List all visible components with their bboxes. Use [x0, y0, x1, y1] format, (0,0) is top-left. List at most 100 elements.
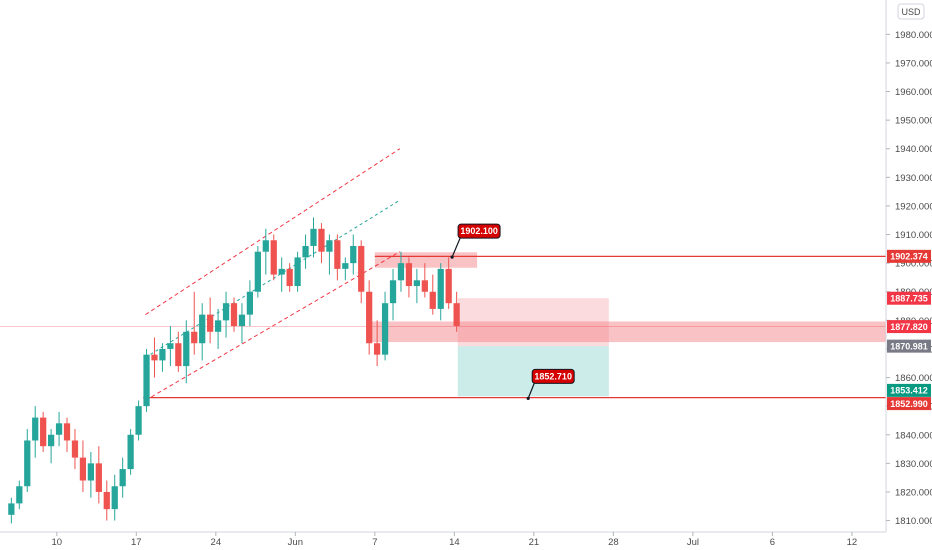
candle-body	[103, 491, 110, 510]
callout-1[interactable]: 1852.710	[526, 368, 575, 400]
candle-23[interactable]	[191, 291, 198, 355]
candle-39[interactable]	[318, 223, 325, 264]
price-tag-1[interactable]: 1852.990	[887, 397, 931, 411]
candle-body	[207, 314, 214, 332]
price-tag-label: 1853.412	[890, 386, 928, 396]
candle-body	[55, 423, 63, 435]
candle-22[interactable]	[183, 320, 190, 384]
candle-12[interactable]	[103, 480, 110, 521]
candle-56[interactable]	[453, 291, 460, 332]
zone-2[interactable]	[457, 298, 609, 347]
candle-36[interactable]	[294, 251, 301, 292]
candle-24[interactable]	[199, 303, 206, 361]
candle-29[interactable]	[238, 303, 246, 344]
y-tick-label: 1820.000	[895, 487, 932, 498]
candle-8[interactable]	[71, 429, 79, 470]
callout-0[interactable]: 1902.100	[450, 223, 501, 259]
candle-55[interactable]	[445, 257, 452, 309]
zone-1[interactable]	[369, 321, 887, 343]
callouts-layer: 1902.100 1852.710	[450, 223, 575, 400]
candle-body	[95, 463, 102, 492]
candle-50[interactable]	[405, 257, 413, 298]
candle-17[interactable]	[143, 348, 150, 412]
candle-40[interactable]	[326, 234, 333, 275]
candle-43[interactable]	[350, 234, 357, 275]
currency-badge[interactable]: USD	[897, 3, 925, 20]
candle-1[interactable]	[16, 480, 23, 510]
lines-layer	[0, 148, 886, 401]
candle-body	[16, 486, 23, 504]
zone-0[interactable]	[374, 252, 478, 268]
candle-11[interactable]	[95, 446, 102, 504]
candle-38[interactable]	[310, 217, 317, 258]
price-tag-3[interactable]: 1877.820	[887, 320, 931, 334]
candle-body	[278, 268, 285, 275]
candle-41[interactable]	[334, 234, 341, 281]
candle-35[interactable]	[286, 263, 293, 292]
candle-20[interactable]	[167, 326, 174, 367]
candle-body	[214, 320, 222, 332]
candle-body	[326, 240, 333, 252]
candle-4[interactable]	[40, 411, 47, 452]
candle-32[interactable]	[262, 228, 269, 275]
price-labels: 1902.374 1852.990 1887.735 1877.820 1870.981…	[887, 249, 931, 411]
candle-27[interactable]	[222, 291, 230, 338]
candle-5[interactable]	[47, 429, 55, 464]
y-tick-label: 1950.000	[895, 116, 932, 127]
candle-49[interactable]	[397, 251, 405, 292]
callout-label: 1902.100	[460, 226, 498, 236]
candle-52[interactable]	[421, 263, 428, 298]
candle-53[interactable]	[429, 274, 436, 315]
candle-body	[254, 251, 261, 292]
candle-body	[262, 240, 269, 252]
candle-13[interactable]	[111, 474, 118, 521]
candle-9[interactable]	[79, 440, 87, 492]
candle-3[interactable]	[32, 406, 39, 458]
candle-body	[222, 303, 230, 321]
currency-label: USD	[901, 7, 921, 17]
time-axis[interactable]: 10 17 24 Jun 7 14 21 28 Jul 6 12	[52, 532, 858, 548]
candle-16[interactable]	[135, 400, 142, 441]
candle-48[interactable]	[389, 268, 397, 321]
candle-51[interactable]	[413, 268, 420, 304]
candle-body	[397, 263, 405, 281]
candle-28[interactable]	[230, 297, 238, 332]
price-tag-0[interactable]: 1902.374	[887, 249, 931, 263]
x-tick-label: 14	[449, 537, 460, 548]
candle-19[interactable]	[159, 343, 166, 372]
trend-line-2[interactable]	[145, 199, 401, 358]
candle-47[interactable]	[381, 291, 389, 361]
candle-7[interactable]	[63, 417, 71, 452]
candle-25[interactable]	[207, 297, 214, 344]
candle-30[interactable]	[246, 280, 254, 327]
candle-33[interactable]	[270, 234, 277, 281]
candle-body	[175, 343, 182, 367]
candle-34[interactable]	[278, 257, 285, 292]
candle-0[interactable]	[8, 497, 15, 524]
price-tag-4[interactable]: 1870.981	[887, 339, 931, 353]
price-tag-5[interactable]: 1853.412	[887, 383, 931, 397]
candle-45[interactable]	[366, 280, 373, 355]
candle-21[interactable]	[175, 331, 182, 372]
candle-2[interactable]	[24, 429, 31, 492]
candle-14[interactable]	[119, 457, 126, 498]
price-tag-2[interactable]: 1887.735	[887, 291, 931, 305]
candle-10[interactable]	[87, 451, 94, 498]
candle-37[interactable]	[302, 234, 309, 269]
candle-46[interactable]	[373, 320, 381, 367]
price-axis[interactable]: 1810.0001820.0001830.0001840.0001850.000…	[886, 30, 932, 527]
candle-44[interactable]	[358, 240, 365, 304]
trend-line-0[interactable]	[145, 148, 401, 316]
candle-42[interactable]	[342, 257, 349, 281]
candle-6[interactable]	[55, 411, 63, 447]
candle-31[interactable]	[254, 245, 261, 298]
candle-18[interactable]	[151, 337, 158, 378]
candle-15[interactable]	[127, 429, 134, 475]
x-tick-label: 6	[770, 537, 775, 548]
candle-26[interactable]	[214, 308, 222, 349]
candle-body	[286, 268, 293, 287]
candle-54[interactable]	[437, 263, 444, 321]
y-tick-label: 1970.000	[895, 58, 932, 69]
trend-line-1[interactable]	[145, 251, 401, 401]
